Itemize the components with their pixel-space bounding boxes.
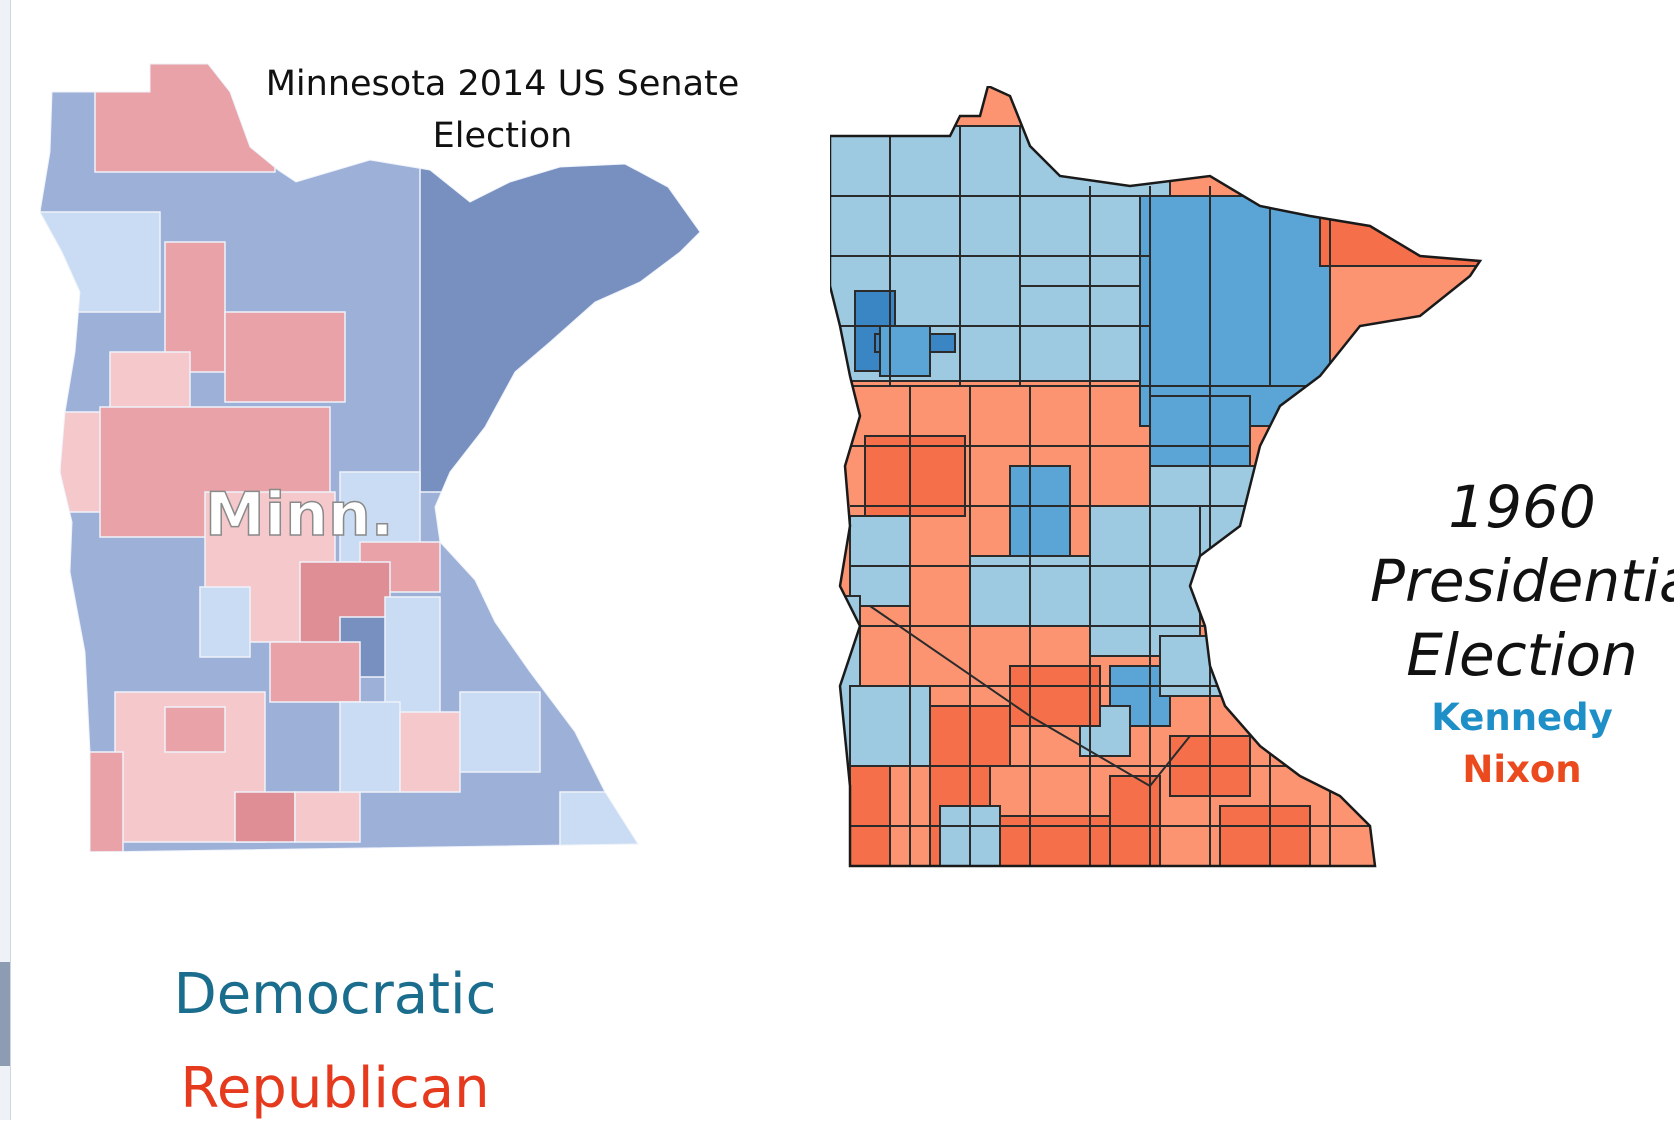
county	[224, 311, 346, 403]
county	[849, 685, 931, 767]
slide-edge-tab	[0, 962, 10, 1066]
presidential-1960-county-map	[830, 86, 1483, 868]
county	[269, 641, 361, 703]
title-line: Presidential	[1370, 547, 1674, 615]
county	[849, 765, 891, 866]
county	[164, 706, 226, 753]
presidential-1960-title: 1960 Presidential Election	[1370, 470, 1674, 692]
county	[1219, 805, 1311, 866]
county	[40, 211, 161, 313]
title-line: Election	[1406, 621, 1638, 689]
county	[1109, 775, 1161, 866]
legend-republican: Republican	[180, 1056, 490, 1121]
county	[879, 325, 931, 377]
county	[559, 791, 641, 852]
county	[399, 711, 461, 793]
county	[1139, 195, 1331, 427]
slide-edge-strip	[0, 0, 11, 1120]
county	[339, 701, 401, 793]
county	[199, 586, 251, 658]
title-line: 1960	[1448, 473, 1596, 541]
title-line: Election	[432, 116, 573, 156]
county	[234, 791, 296, 843]
county	[849, 515, 911, 607]
title-line: Minnesota 2014 US Senate	[265, 64, 740, 104]
county	[419, 151, 700, 493]
legend-kennedy: Kennedy	[1431, 696, 1613, 739]
county	[864, 435, 966, 517]
county	[1149, 395, 1251, 467]
senate-2014-title: Minnesota 2014 US Senate Election	[250, 58, 755, 162]
state-label: Minn.	[204, 479, 394, 551]
county	[87, 751, 124, 852]
county	[164, 241, 226, 373]
state-outline	[830, 86, 1483, 868]
legend-nixon: Nixon	[1462, 748, 1582, 791]
county-grid	[830, 126, 1480, 866]
county	[999, 815, 1111, 866]
legend-democratic: Democratic	[173, 962, 497, 1027]
county	[1089, 505, 1201, 657]
county	[109, 351, 191, 413]
county	[459, 691, 541, 773]
senate-2014-county-map	[40, 63, 701, 852]
county	[1009, 665, 1101, 727]
senate-2014-legend: Democratic Republican	[120, 948, 550, 1136]
county	[294, 791, 361, 843]
county	[94, 64, 276, 173]
presidential-1960-legend: Kennedy Nixon	[1370, 692, 1674, 796]
state-outline	[40, 63, 701, 852]
county	[1009, 465, 1071, 557]
county	[1319, 185, 1480, 267]
